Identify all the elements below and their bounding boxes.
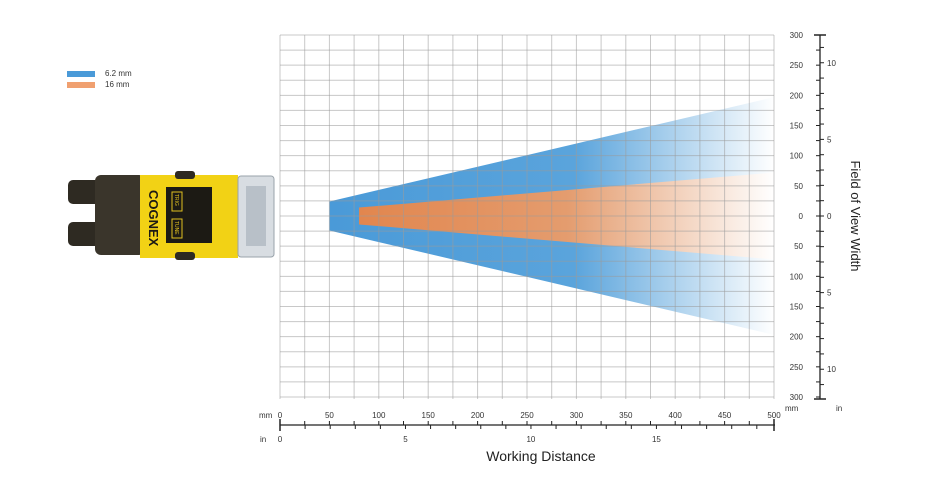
y-tick-label-in: 5 <box>827 289 832 298</box>
x-tick-label-mm: 350 <box>619 411 633 420</box>
y-tick-label-in: 5 <box>827 135 832 144</box>
y-tick-label-mm: 150 <box>790 122 804 131</box>
y-tick-label-mm: 200 <box>790 333 804 342</box>
y-tick-label-mm: 250 <box>790 61 804 70</box>
y-tick-label-mm: 300 <box>790 393 804 402</box>
x-tick-label-mm: 300 <box>570 411 584 420</box>
y-tick-label-in: 10 <box>827 365 836 374</box>
x-tick-label-mm: 150 <box>422 411 436 420</box>
y-tick-label-mm: 100 <box>790 152 804 161</box>
y-tick-label-mm: 200 <box>790 91 804 100</box>
legend-item-6-2mm: 6.2 mm <box>67 69 132 78</box>
x-tick-label-mm: 200 <box>471 411 485 420</box>
y-tick-label-in: 10 <box>827 59 836 68</box>
y-tick-label-mm: 150 <box>790 303 804 312</box>
x-mm-unit: mm <box>259 411 273 420</box>
legend-label: 6.2 mm <box>105 69 132 78</box>
y-tick-label-mm: 50 <box>794 242 803 251</box>
x-tick-label-in: 0 <box>278 435 283 444</box>
camera-tune-button-label: TUNE <box>173 221 179 235</box>
y-tick-label-mm: 300 <box>790 31 804 40</box>
y-mm-unit: mm <box>785 404 799 413</box>
camera-brand-logo: COGNEX <box>146 190 161 247</box>
legend-swatch-orange <box>67 81 95 88</box>
legend-label: 16 mm <box>105 80 130 89</box>
y-tick-label-mm: 250 <box>790 363 804 372</box>
y-tick-label-mm: 100 <box>790 272 804 281</box>
y-tick-label-in: 0 <box>827 212 832 221</box>
x-tick-label-mm: 250 <box>520 411 534 420</box>
camera-trig-button-label: TRIG <box>173 194 179 206</box>
x-tick-label-in: 10 <box>526 435 535 444</box>
x-tick-label-mm: 450 <box>718 411 732 420</box>
x-tick-label-in: 5 <box>403 435 408 444</box>
camera-image: TRIG TUNE COGNEX <box>68 171 275 260</box>
y-tick-label-mm: 0 <box>799 212 804 221</box>
y-axis-title: Field of View Width <box>848 160 863 271</box>
y-in-unit: in <box>836 404 842 413</box>
legend-swatch-blue <box>67 70 95 77</box>
y-tick-label-mm: 50 <box>794 182 803 191</box>
x-tick-label-mm: 500 <box>767 411 781 420</box>
x-tick-label-mm: 400 <box>669 411 683 420</box>
x-tick-label-mm: 50 <box>325 411 334 420</box>
x-tick-label-mm: 100 <box>372 411 386 420</box>
x-tick-label-in: 15 <box>652 435 661 444</box>
x-in-unit: in <box>260 435 266 444</box>
x-tick-label-mm: 0 <box>278 411 283 420</box>
legend-item-16mm: 16 mm <box>67 80 129 89</box>
x-axis-title: Working Distance <box>486 448 596 464</box>
